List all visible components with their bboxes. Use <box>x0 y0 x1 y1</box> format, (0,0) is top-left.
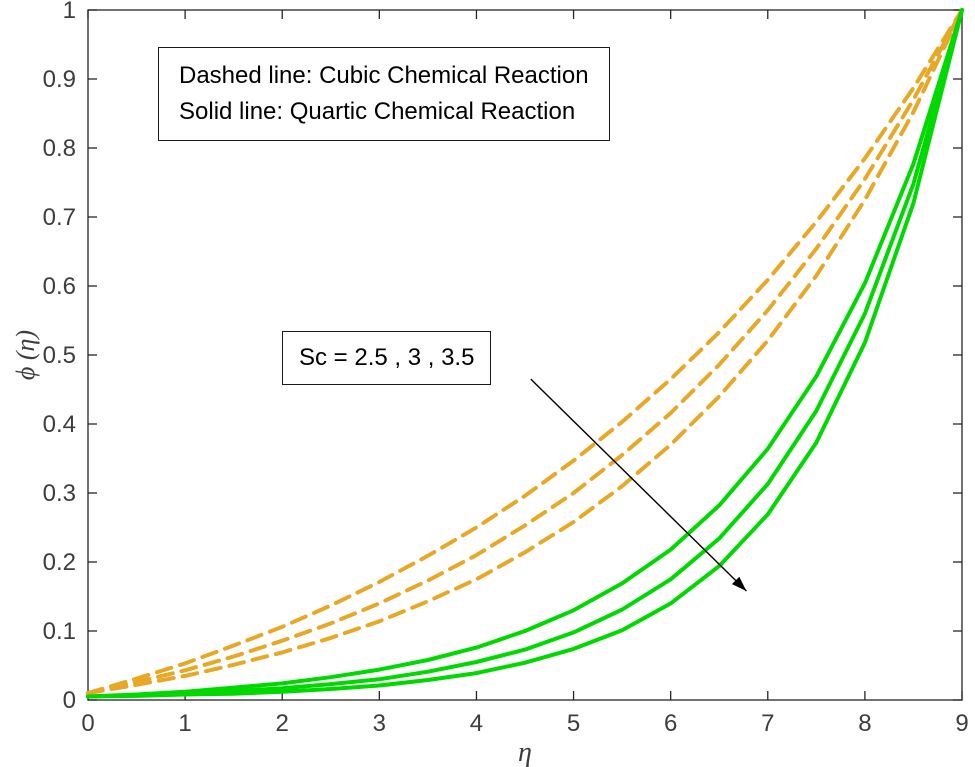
x-tick-label: 0 <box>81 710 94 737</box>
y-tick-label: 0.5 <box>43 342 76 369</box>
x-tick-label: 9 <box>955 710 968 737</box>
y-tick-label: 0.4 <box>43 411 76 438</box>
data-series <box>86 8 964 699</box>
series-quartic-Sc-3 <box>86 8 964 699</box>
x-tick-label: 4 <box>470 710 483 737</box>
x-tick-label: 1 <box>178 710 191 737</box>
y-tick-label: 1 <box>63 0 76 24</box>
arrow-shaft <box>530 378 747 592</box>
y-tick-label: 0.8 <box>43 135 76 162</box>
sc-annotation: Sc = 2.5 , 3 , 3.5 <box>282 331 492 385</box>
y-tick-label: 0.2 <box>43 549 76 576</box>
x-tick-label: 2 <box>276 710 289 737</box>
x-tick-label: 5 <box>567 710 580 737</box>
series-cubic-Sc-2.5 <box>86 8 964 696</box>
legend-line-dashed: Dashed line: Cubic Chemical Reaction <box>179 62 589 89</box>
x-tick-label: 6 <box>664 710 677 737</box>
series-cubic-Sc-3 <box>86 8 964 696</box>
x-tick-label: 7 <box>761 710 774 737</box>
tick-labels: 0 1 2 3 4 5 6 7 8 9 0 0.1 0.2 0.3 0.4 0.5 0.6 0.7 0.8 0.9 1 <box>43 0 969 737</box>
y-tick-label: 0.7 <box>43 204 76 231</box>
y-tick-label: 0.9 <box>43 66 76 93</box>
axis-ticks <box>87 9 963 701</box>
x-tick-label: 8 <box>858 710 871 737</box>
y-tick-label: 0.6 <box>43 273 76 300</box>
series-quartic-Sc-3.5 <box>86 8 964 699</box>
arrow-head <box>732 576 747 591</box>
y-axis-label: ϕ (η) <box>11 329 40 381</box>
legend-line-solid: Solid line: Quartic Chemical Reaction <box>179 98 576 125</box>
x-tick-label: 3 <box>373 710 386 737</box>
y-tick-label: 0.1 <box>43 618 76 645</box>
series-quartic-Sc-2.5 <box>86 8 964 699</box>
legend-box: Dashed line: Cubic Chemical Reaction Sol… <box>158 47 610 141</box>
annotation-arrow <box>530 378 747 592</box>
y-tick-label: 0 <box>63 687 76 714</box>
series-cubic-Sc-3.5 <box>86 8 964 696</box>
x-axis-label: η <box>518 737 532 767</box>
y-tick-label: 0.3 <box>43 480 76 507</box>
